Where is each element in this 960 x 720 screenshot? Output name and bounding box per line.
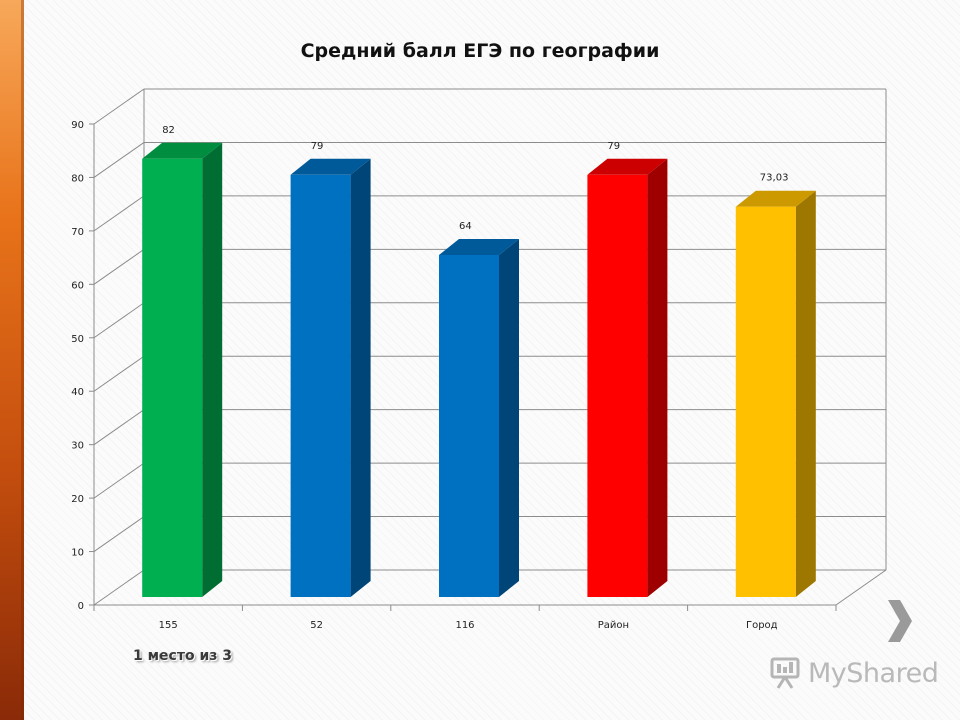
gridline-side xyxy=(93,248,145,285)
presentation-board-icon xyxy=(770,657,800,689)
data-label: 64 xyxy=(459,221,472,232)
y-tick-label: 10 xyxy=(71,548,84,559)
data-label: 82 xyxy=(162,125,175,136)
y-tick-label: 60 xyxy=(71,280,84,291)
chevron-right-icon[interactable] xyxy=(884,598,914,644)
gridline-side xyxy=(93,516,145,552)
x-tick-label: Город xyxy=(746,620,778,631)
decorative-side-bar xyxy=(0,0,24,720)
x-tick-label: 155 xyxy=(159,620,178,631)
bar-top xyxy=(735,190,816,207)
bar-side xyxy=(202,142,223,597)
gridline-side xyxy=(93,462,145,499)
gridline-side xyxy=(93,195,145,232)
y-tick-label: 30 xyxy=(71,441,84,452)
gridline-side xyxy=(93,142,145,178)
data-label: 79 xyxy=(607,141,620,152)
y-tick-label: 20 xyxy=(71,494,84,505)
myshared-logo: MyShared xyxy=(768,656,939,690)
logo-text: MyShared xyxy=(808,657,939,689)
gridline-side xyxy=(93,569,145,606)
bar-side xyxy=(647,158,668,598)
ranking-subtitle: 1 место из 3 xyxy=(133,648,233,664)
y-tick-label: 70 xyxy=(71,227,84,238)
y-tick-label: 90 xyxy=(71,120,84,131)
bar xyxy=(142,158,203,597)
y-tick-label: 40 xyxy=(71,387,84,398)
bar-side xyxy=(499,238,519,597)
bar-side xyxy=(795,190,816,597)
y-tick-label: 80 xyxy=(71,173,84,184)
bar xyxy=(735,206,796,597)
gridline-side xyxy=(93,355,145,392)
bar-top xyxy=(439,238,519,255)
bar-top xyxy=(587,158,668,175)
y-tick-label: 50 xyxy=(71,334,84,345)
data-label: 79 xyxy=(311,141,324,152)
gridline-side xyxy=(93,302,145,339)
chart-title: Средний балл ЕГЭ по географии xyxy=(300,40,660,62)
bar xyxy=(587,174,648,598)
floor-edge xyxy=(835,569,887,606)
gridline-side xyxy=(93,88,145,125)
gridline-side xyxy=(93,409,145,446)
data-label: 73,03 xyxy=(760,173,789,184)
x-tick-label: Район xyxy=(598,620,629,631)
y-tick-label: 0 xyxy=(78,601,84,612)
x-tick-label: 52 xyxy=(310,620,323,631)
x-tick-label: 116 xyxy=(455,620,474,631)
bar xyxy=(439,254,499,597)
bar xyxy=(290,174,351,598)
bar-side xyxy=(350,158,371,598)
bar-top xyxy=(142,142,223,159)
bar-top xyxy=(290,158,371,175)
